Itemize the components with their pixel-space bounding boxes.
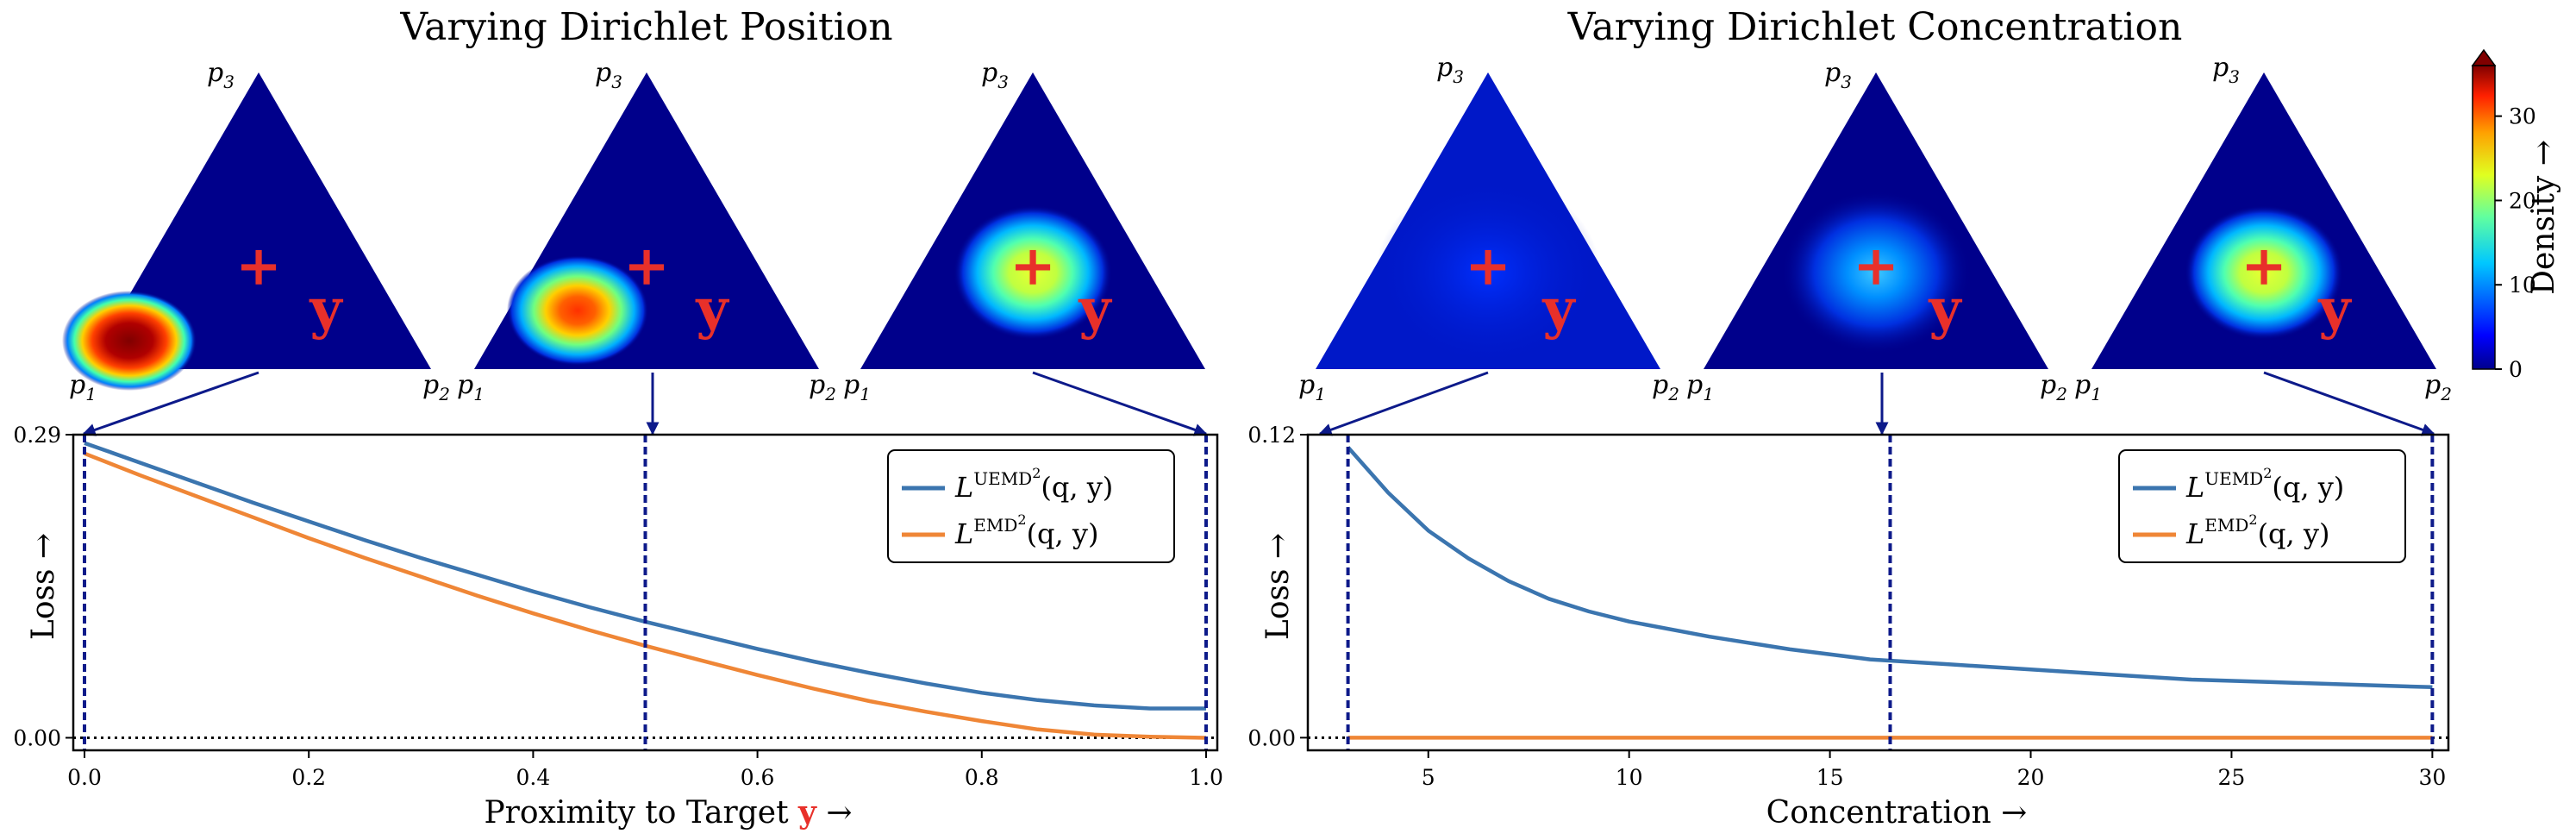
left-panel-title: Varying Dirichlet Position bbox=[399, 5, 892, 49]
simplex-triangle-6: p3 p1 p2 + y bbox=[2074, 53, 2452, 404]
target-label-y: y bbox=[1078, 277, 1112, 342]
colorbar-gradient bbox=[2472, 65, 2496, 370]
legend-box bbox=[887, 449, 1175, 563]
density-blob-2 bbox=[507, 255, 648, 366]
vertex-label-p2: p2 bbox=[2040, 370, 2067, 404]
x-axis-label: Proximity to Target y → bbox=[484, 794, 852, 831]
target-label-y: y bbox=[1541, 277, 1576, 342]
x-tick-label: 0.0 bbox=[67, 765, 102, 790]
target-marker: + bbox=[1853, 234, 1899, 298]
simplex-triangle-1: p3 p1 p2 + y bbox=[62, 58, 450, 404]
vertex-label-p3: p3 bbox=[207, 58, 234, 92]
y-axis-label: Loss → bbox=[1260, 533, 1296, 640]
x-tick-label: 30 bbox=[2418, 765, 2446, 790]
line-chart-concentration: 5 10 15 20 25 30 0.00 0.12 Concentration → Loss… bbox=[1247, 423, 2450, 831]
simplex-triangle-5: p3 p1 p2 + y bbox=[1686, 58, 2067, 404]
x-tick-label: 0.6 bbox=[741, 765, 775, 790]
simplex-triangle-3: p3 p1 + y bbox=[843, 58, 1205, 404]
connector-arrow-6 bbox=[2263, 371, 2435, 436]
target-marker: + bbox=[2241, 234, 2287, 298]
vertex-label-p3: p3 bbox=[2212, 53, 2240, 87]
density-blob-1 bbox=[62, 291, 197, 391]
colorbar-tick-label: 0 bbox=[2509, 357, 2523, 382]
axes-frame bbox=[1306, 433, 2450, 752]
x-tick-label: 1.0 bbox=[1189, 765, 1223, 790]
colorbar-tick-label: 30 bbox=[2509, 104, 2536, 129]
y-axis-label: Loss → bbox=[26, 533, 61, 640]
vertex-label-p2: p2 bbox=[422, 370, 450, 404]
density-blob-4 bbox=[1376, 178, 1600, 367]
connector-arrows bbox=[82, 371, 2435, 436]
colorbar-tick-label: 10 bbox=[2509, 273, 2536, 298]
x-tick-label: 0.2 bbox=[291, 765, 326, 790]
density-blob-6 bbox=[2185, 205, 2343, 340]
density-blob-5 bbox=[1781, 191, 1971, 354]
simplex-triangle-4: p3 p1 p2 + y bbox=[1298, 53, 1679, 404]
vertex-label-p1: p1 bbox=[457, 370, 485, 404]
y-tick-label: 0.29 bbox=[13, 423, 61, 448]
connector-arrow-3 bbox=[1032, 371, 1208, 436]
target-label-y: y bbox=[309, 277, 343, 342]
x-tick-label: 25 bbox=[2218, 765, 2246, 790]
colorbar-ticks: 0 10 20 30 bbox=[2495, 104, 2536, 382]
plot-area: 5 10 15 20 25 30 0.00 0.12 bbox=[1247, 423, 2450, 790]
x-tick-label: 0.4 bbox=[516, 765, 551, 790]
colorbar-tick-label: 20 bbox=[2509, 188, 2536, 213]
x-axis-label: Concentration → bbox=[1766, 795, 2028, 831]
axes-frame bbox=[72, 433, 1219, 752]
target-marker: + bbox=[1465, 234, 1511, 298]
y-tick-label: 0.12 bbox=[1247, 423, 1296, 448]
target-label-y: y bbox=[1928, 277, 1962, 342]
target-label-y: y bbox=[2317, 277, 2352, 342]
series-line-uemd bbox=[1346, 446, 2433, 690]
vertex-label-p1: p1 bbox=[69, 370, 97, 404]
vertex-label-p1: p1 bbox=[1298, 370, 1326, 404]
connector-arrow-1 bbox=[82, 371, 259, 436]
legend-label-uemd: LUEMD2(q, y) bbox=[2185, 465, 2344, 504]
simplex-triangles: p3 p1 p2 + y p3 p1 p2 + y p3 p1 + y bbox=[62, 53, 2452, 404]
legend: LUEMD2(q, y) LEMD2(q, y) bbox=[2118, 449, 2406, 563]
legend-label-uemd: LUEMD2(q, y) bbox=[954, 465, 1113, 504]
vertex-label-p2: p2 bbox=[2424, 370, 2452, 404]
x-tick-label: 10 bbox=[1616, 765, 1643, 790]
colorbar: 0 10 20 30 Density → bbox=[2471, 48, 2561, 382]
target-marker: + bbox=[623, 234, 670, 298]
vertex-label-p2: p2 bbox=[1652, 370, 1679, 404]
target-marker: + bbox=[1010, 234, 1056, 298]
vertex-label-p1: p1 bbox=[2074, 370, 2102, 404]
colorbar-label: Density → bbox=[2526, 140, 2561, 295]
x-tick-label: 15 bbox=[1816, 765, 1844, 790]
plot-area: 0.0 0.2 0.4 0.6 0.8 1.0 0.00 0.29 bbox=[13, 423, 1223, 790]
simplex-triangle-2: p3 p1 p2 + y bbox=[457, 58, 836, 404]
x-tick-label: 20 bbox=[2017, 765, 2045, 790]
y-tick-label: 0.00 bbox=[1247, 725, 1296, 750]
line-chart-position: 0.0 0.2 0.4 0.6 0.8 1.0 0.00 0.29 Proximity to … bbox=[13, 423, 1223, 831]
vertex-label-p3: p3 bbox=[981, 58, 1009, 92]
vertex-label-p3: p3 bbox=[595, 58, 622, 92]
legend-box bbox=[2118, 449, 2406, 563]
x-tick-label: 0.8 bbox=[965, 765, 999, 790]
target-label-y: y bbox=[695, 277, 729, 342]
x-tick-label: 5 bbox=[1422, 765, 1435, 790]
vertex-label-p2: p2 bbox=[809, 370, 836, 404]
colorbar-extend-arrow bbox=[2471, 48, 2497, 66]
vertex-label-p1: p1 bbox=[843, 370, 871, 404]
density-blob-3 bbox=[953, 205, 1112, 340]
connector-arrow-4 bbox=[1318, 371, 1489, 436]
legend-label-emd: LEMD2(q, y) bbox=[954, 511, 1098, 550]
vertex-label-p3: p3 bbox=[1436, 53, 1464, 87]
vertex-label-p3: p3 bbox=[1824, 58, 1852, 92]
vertex-label-p1: p1 bbox=[1686, 370, 1714, 404]
target-marker: + bbox=[235, 234, 282, 298]
legend: LUEMD2(q, y) LEMD2(q, y) bbox=[887, 449, 1175, 563]
legend-label-emd: LEMD2(q, y) bbox=[2185, 511, 2329, 550]
y-tick-label: 0.00 bbox=[13, 725, 61, 750]
right-panel-title: Varying Dirichlet Concentration bbox=[1567, 5, 2183, 49]
